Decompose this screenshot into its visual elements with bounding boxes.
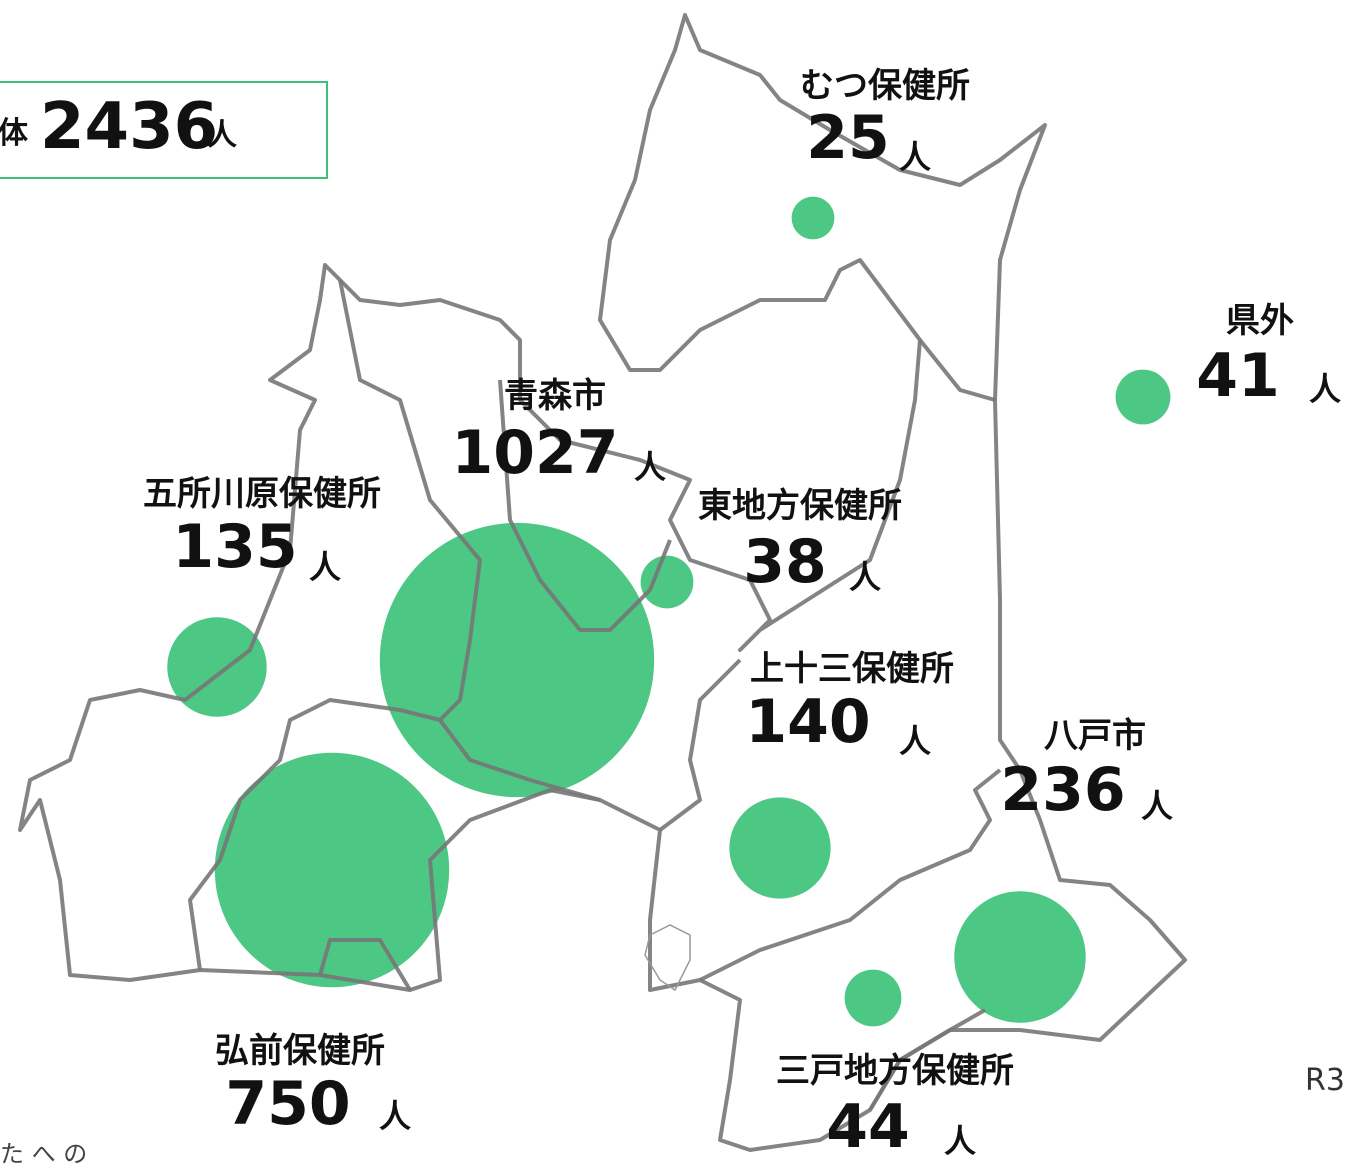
region-name: 八戸市 (1044, 716, 1146, 756)
total-box (0, 81, 328, 179)
region-unit: 人 (849, 558, 881, 596)
region-count: 38 (743, 527, 827, 597)
note: た へ の (0, 1140, 87, 1168)
region-name: 県外 (1226, 301, 1294, 341)
border-line (868, 1008, 986, 1112)
total-value: 2436 (40, 90, 218, 164)
region-unit: 人 (309, 548, 341, 586)
bubble (791, 196, 835, 240)
region-unit: 人 (944, 1122, 976, 1160)
border-line (699, 768, 1002, 982)
region-count: 135 (172, 512, 297, 582)
bubble (1115, 369, 1171, 425)
border-line (658, 658, 742, 832)
region-count: 236 (1000, 755, 1125, 825)
region-unit: 人 (1141, 787, 1173, 825)
border-line (498, 379, 672, 632)
bubble (954, 891, 1086, 1023)
region-count: 140 (745, 687, 870, 757)
region-count: 44 (826, 1092, 910, 1162)
lake-outline (644, 924, 691, 992)
prefecture-outline (18, 13, 1187, 1152)
bubble (167, 617, 267, 717)
border-line (918, 338, 996, 402)
region-unit: 人 (1309, 370, 1341, 408)
total-unit: 人 (207, 118, 237, 153)
region-unit: 人 (634, 448, 666, 486)
bubble (214, 752, 450, 988)
region-name: 青森市 (504, 376, 606, 416)
total-label: 体 (0, 116, 29, 151)
region-unit: 人 (899, 722, 931, 760)
region-unit: 人 (899, 138, 931, 176)
bubble (729, 797, 831, 899)
region-name: 弘前保健所 (215, 1031, 385, 1071)
note: R3 (1305, 1063, 1345, 1098)
border-line (318, 938, 412, 992)
region-name: むつ保健所 (800, 66, 970, 106)
region-count: 25 (806, 103, 890, 173)
border-line (438, 718, 601, 802)
region-count: 41 (1196, 341, 1280, 411)
prefecture-map (18, 13, 1187, 1152)
region-name: 東地方保健所 (698, 486, 902, 526)
region-name: 五所川原保健所 (143, 474, 381, 514)
bubble (640, 555, 694, 609)
bubble (379, 522, 655, 798)
region-name: 上十三保健所 (750, 649, 954, 689)
region-name: 三戸地方保健所 (776, 1051, 1014, 1091)
border-line (188, 279, 482, 971)
region-count: 750 (225, 1069, 350, 1139)
region-unit: 人 (379, 1097, 411, 1135)
region-count: 1027 (452, 418, 619, 488)
bubble (844, 969, 902, 1027)
